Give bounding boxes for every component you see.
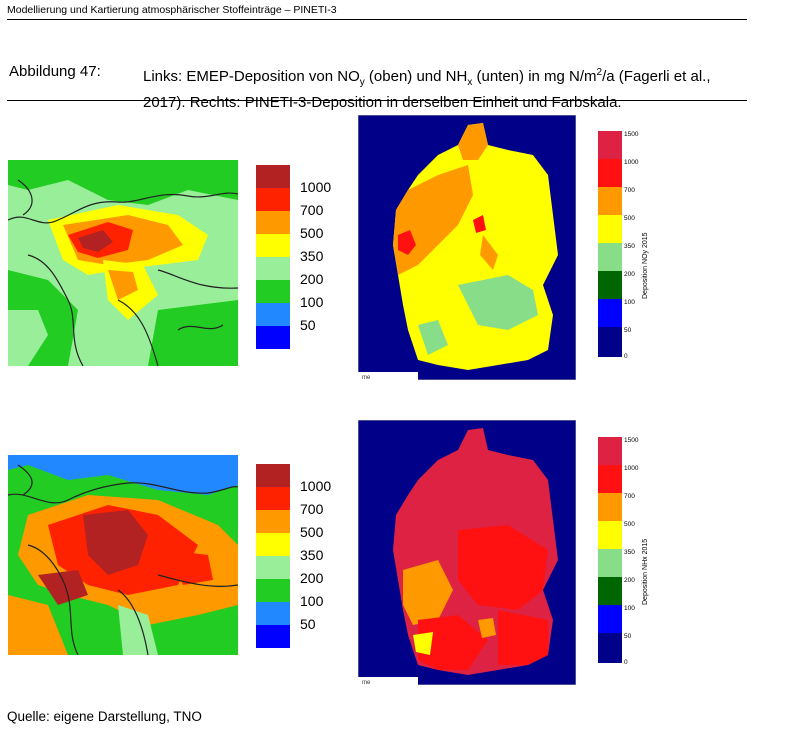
map-footer-text: me [362,375,371,380]
running-header: Modellierung und Kartierung atmosphärisc… [7,4,337,16]
legend-swatch [256,326,290,349]
legend-swatch [256,464,290,487]
caption-rule [7,100,747,101]
legend-label: 350 [624,243,635,250]
legend-swatch [598,131,622,159]
legend-label: 200 [300,570,324,586]
legend-title: Deposition NOy 2015 [642,232,649,299]
legend-swatch [256,211,290,234]
legend-swatch [598,271,622,299]
caption-part: (oben) und NH [364,68,468,85]
pineti-nhx-map-image: me [357,419,577,686]
legend-label: 350 [300,547,324,563]
legend-swatch [256,510,290,533]
legend-swatch [256,602,290,625]
caption-sub-y: y [359,77,365,88]
legend-swatch [256,303,290,326]
legend-swatch [598,493,622,521]
legend-label: 50 [624,327,632,334]
legend-swatch [598,549,622,577]
legend-label: 1000 [300,478,332,494]
legend-label: 100 [624,299,635,306]
legend-label: 200 [624,577,635,584]
emep-noy-legend: 1000 700 500 350 200 100 50 [256,165,336,355]
legend-swatch [256,533,290,556]
caption-part: /a (Fagerli et al., [602,68,711,85]
emep-noy-map-image [7,160,239,367]
legend-label: 700 [624,493,635,500]
emep-noy-map [7,160,239,367]
legend-label: 200 [300,271,324,287]
legend-swatch [598,605,622,633]
legend-label: 500 [300,524,324,540]
pineti-nhx-map: me [357,419,577,686]
pineti-noy-map-image: me [357,114,577,381]
map-footer-text: me [362,680,371,685]
caption-sup-2: 2 [596,67,603,78]
legend-label: 0 [624,659,628,666]
legend-label: 350 [624,549,635,556]
legend-swatch [598,215,622,243]
header-rule [7,19,747,20]
legend-label: 350 [300,248,324,264]
legend-label: 1000 [624,465,639,472]
legend-swatch [256,556,290,579]
legend-label: 1000 [300,179,332,195]
legend-label: 1500 [624,437,639,444]
legend-label: 0 [624,353,628,360]
legend-swatch [598,327,622,357]
figure-label: Abbildung 47: [9,63,101,80]
legend-swatch [598,577,622,605]
caption-line-2: 2017). Rechts: PINETI-3-Deposition in de… [143,94,622,111]
legend-label: 100 [300,294,324,310]
legend-swatch [598,465,622,493]
legend-label: 50 [624,633,632,640]
legend-label: 700 [300,202,324,218]
pineti-nhx-legend: 1500 1000 700 500 350 200 100 50 0 Depos… [598,437,658,667]
pineti-noy-map: me [357,114,577,381]
legend-label: 500 [624,215,635,222]
legend-swatch [256,188,290,211]
legend-swatch [598,437,622,465]
legend-swatch [256,165,290,188]
legend-swatch [256,257,290,280]
pineti-noy-legend: 1500 1000 700 500 350 200 100 50 0 Depos… [598,131,658,361]
legend-swatch [598,521,622,549]
legend-label: 500 [624,521,635,528]
legend-title: Deposition NHx 2015 [642,538,649,605]
legend-swatch [598,187,622,215]
legend-swatch [256,625,290,648]
legend-label: 1000 [624,159,639,166]
legend-label: 500 [300,225,324,241]
legend-label: 50 [300,616,316,632]
source-note: Quelle: eigene Darstellung, TNO [7,709,202,724]
emep-nhx-legend: 1000 700 500 350 200 100 50 [256,464,336,654]
legend-swatch [256,579,290,602]
legend-label: 200 [624,271,635,278]
legend-swatch [256,234,290,257]
legend-label: 100 [300,593,324,609]
emep-nhx-map-image [7,455,239,656]
legend-swatch [598,633,622,663]
figure-caption: Links: EMEP-Deposition von NOy (oben) un… [143,63,743,113]
legend-label: 700 [300,501,324,517]
legend-swatch [598,299,622,327]
caption-sub-x: x [467,77,473,88]
legend-swatch [598,243,622,271]
legend-label: 700 [624,187,635,194]
emep-nhx-map [7,455,239,656]
legend-swatch [598,159,622,187]
legend-label: 50 [300,317,316,333]
caption-part: (unten) in mg N/m [472,68,597,85]
legend-label: 100 [624,605,635,612]
legend-label: 1500 [624,131,639,138]
legend-swatch [256,487,290,510]
caption-part: Links: EMEP-Deposition von NO [143,68,360,85]
legend-swatch [256,280,290,303]
